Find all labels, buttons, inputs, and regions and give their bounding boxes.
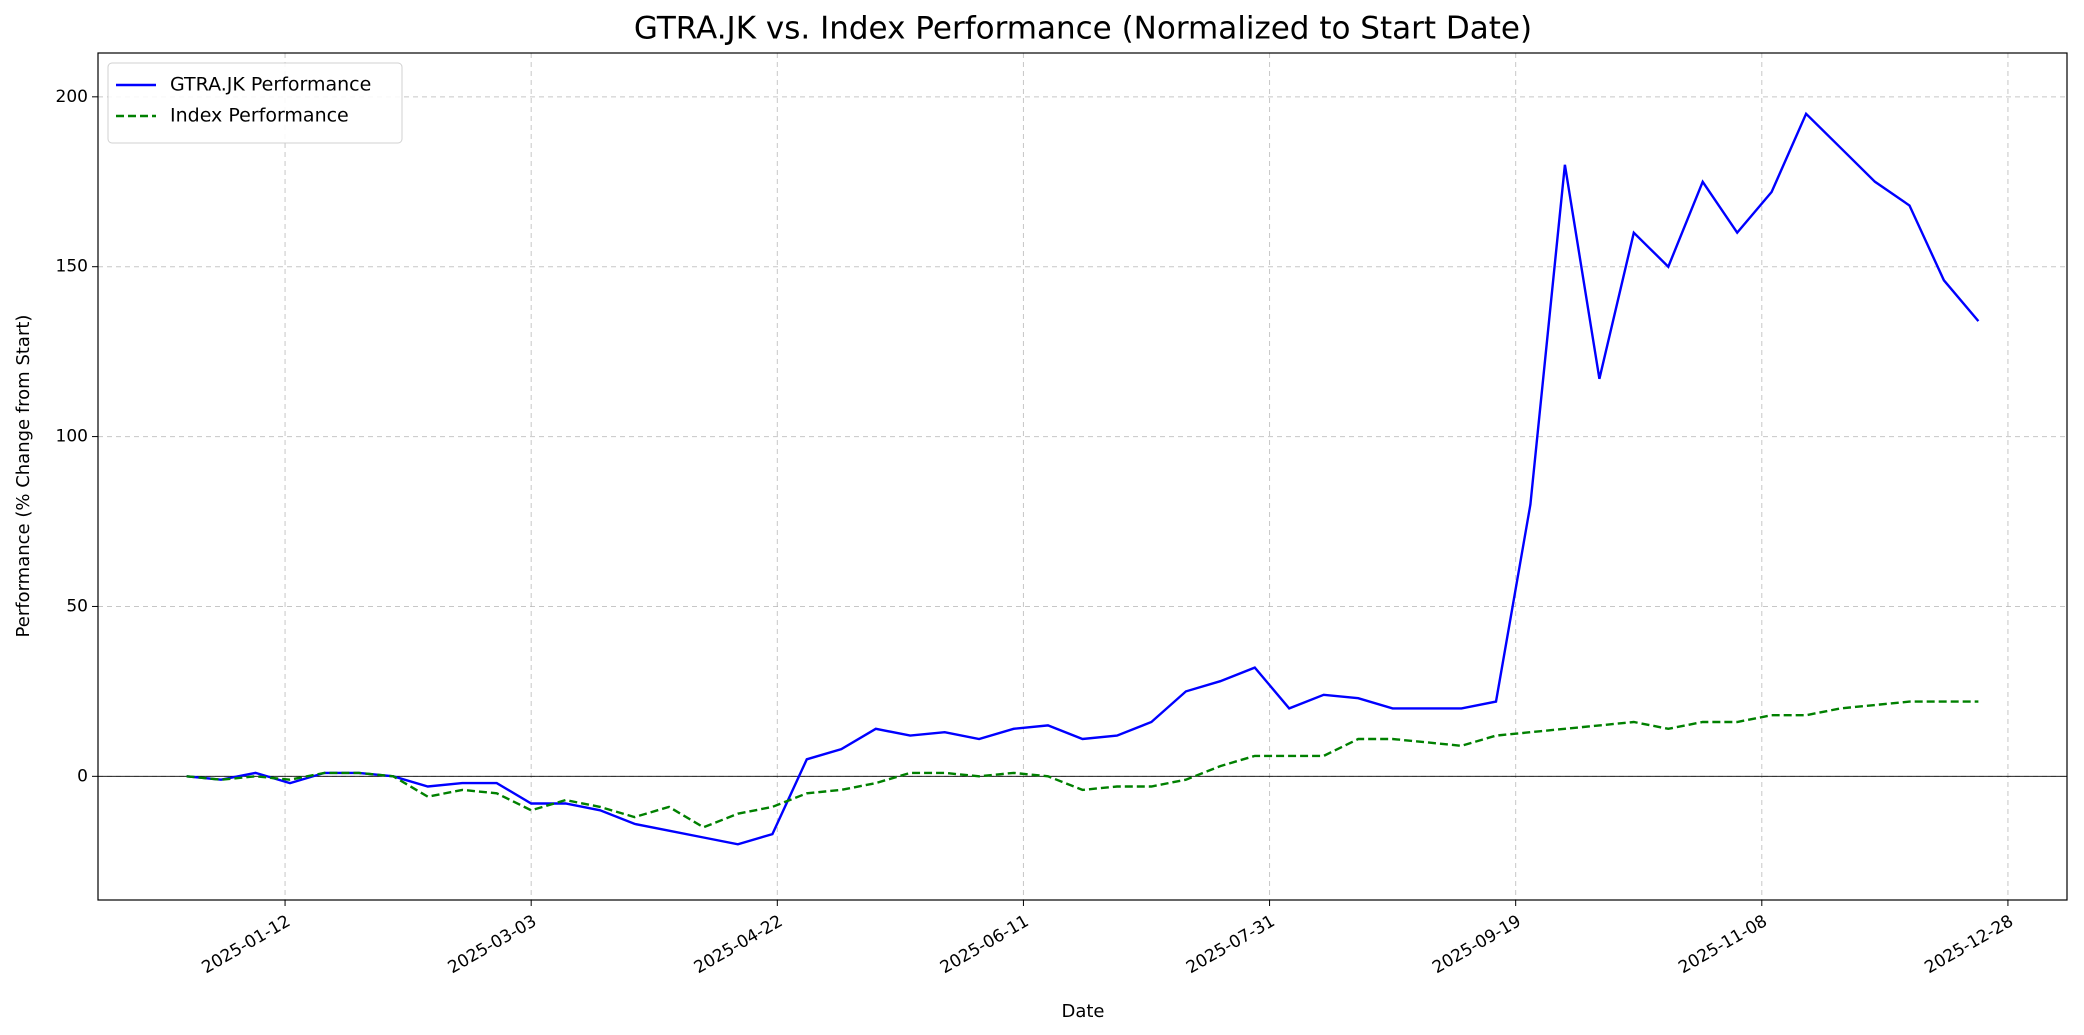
x-tick-label: 2025-01-12 — [198, 911, 294, 978]
x-tick-label: 2025-09-19 — [1429, 911, 1525, 978]
x-axis-label: Date — [1061, 1001, 1104, 1022]
chart-title: GTRA.JK vs. Index Performance (Normalize… — [634, 11, 1532, 47]
x-tick-label: 2025-11-08 — [1675, 911, 1771, 978]
legend-box — [107, 62, 403, 144]
y-tick-label: 0 — [77, 766, 88, 786]
legend: GTRA.JK Performance Index Performance — [107, 62, 403, 144]
x-tick-label: 2025-04-22 — [691, 911, 787, 978]
y-tick-label: 50 — [66, 596, 88, 616]
legend-label: Index Performance — [170, 105, 349, 127]
plot-frame — [97, 52, 2068, 901]
x-tick-label: 2025-12-28 — [1921, 911, 2017, 978]
y-tick-label: 100 — [56, 427, 88, 447]
x-tick-label: 2025-06-11 — [937, 911, 1033, 978]
y-tick-label: 150 — [56, 257, 88, 277]
legend-label: GTRA.JK Performance — [170, 74, 371, 96]
y-tick-label: 200 — [56, 87, 88, 107]
y-axis-label: Performance (% Change from Start) — [13, 315, 34, 638]
x-tick-label: 2025-07-31 — [1183, 911, 1279, 978]
x-tick-label: 2025-03-03 — [445, 911, 541, 978]
series-line — [186, 700, 1979, 829]
series-line — [186, 111, 1980, 846]
